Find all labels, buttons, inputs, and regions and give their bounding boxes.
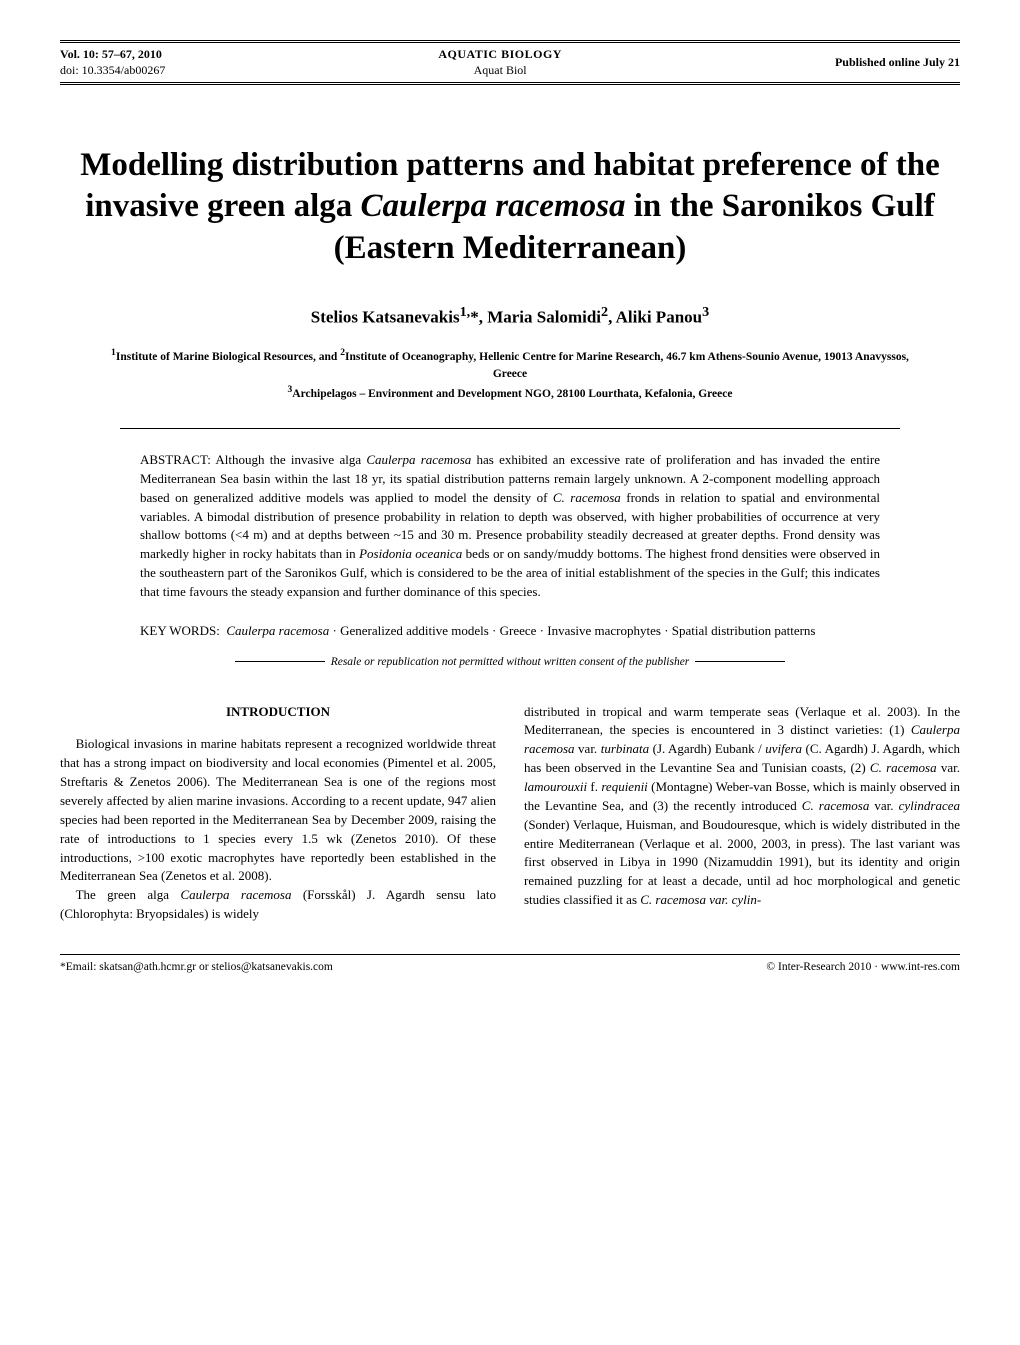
article-title: Modelling distribution patterns and habi…	[80, 145, 940, 269]
header-journal-block: AQUATIC BIOLOGY Aquat Biol	[438, 47, 562, 78]
footer-email: *Email: skatsan@ath.hcmr.gr or stelios@k…	[60, 961, 333, 973]
header-volume-block: Vol. 10: 57–67, 2010 doi: 10.3354/ab0026…	[60, 47, 165, 78]
column-left: INTRODUCTION Biological invasions in mar…	[60, 703, 496, 924]
abstract-text: ABSTRACT: Although the invasive alga Cau…	[140, 451, 880, 602]
footer-copyright: © Inter-Research 2010 · www.int-res.com	[766, 961, 960, 973]
affiliations-block: 1Institute of Marine Biological Resource…	[100, 346, 920, 403]
keywords-text: KEY WORDS: Caulerpa racemosa · Generaliz…	[140, 622, 880, 641]
journal-name: AQUATIC BIOLOGY	[438, 47, 562, 63]
page-footer: *Email: skatsan@ath.hcmr.gr or stelios@k…	[60, 954, 960, 973]
authors-line: Stelios Katsanevakis1,*, Maria Salomidi2…	[60, 304, 960, 328]
body-columns: INTRODUCTION Biological invasions in mar…	[60, 703, 960, 924]
journal-header: Vol. 10: 57–67, 2010 doi: 10.3354/ab0026…	[60, 40, 960, 85]
published-date: Published online July 21	[835, 55, 960, 70]
column-right: distributed in tropical and warm tempera…	[524, 703, 960, 924]
column-right-text: distributed in tropical and warm tempera…	[524, 703, 960, 910]
section-heading-introduction: INTRODUCTION	[60, 703, 496, 722]
column-left-text: Biological invasions in marine habitats …	[60, 735, 496, 923]
doi-text: doi: 10.3354/ab00267	[60, 63, 165, 79]
abstract-divider	[120, 428, 900, 429]
resale-notice: Resale or republication not permitted wi…	[60, 656, 960, 668]
journal-short: Aquat Biol	[438, 63, 562, 79]
volume-text: Vol. 10: 57–67, 2010	[60, 47, 165, 63]
